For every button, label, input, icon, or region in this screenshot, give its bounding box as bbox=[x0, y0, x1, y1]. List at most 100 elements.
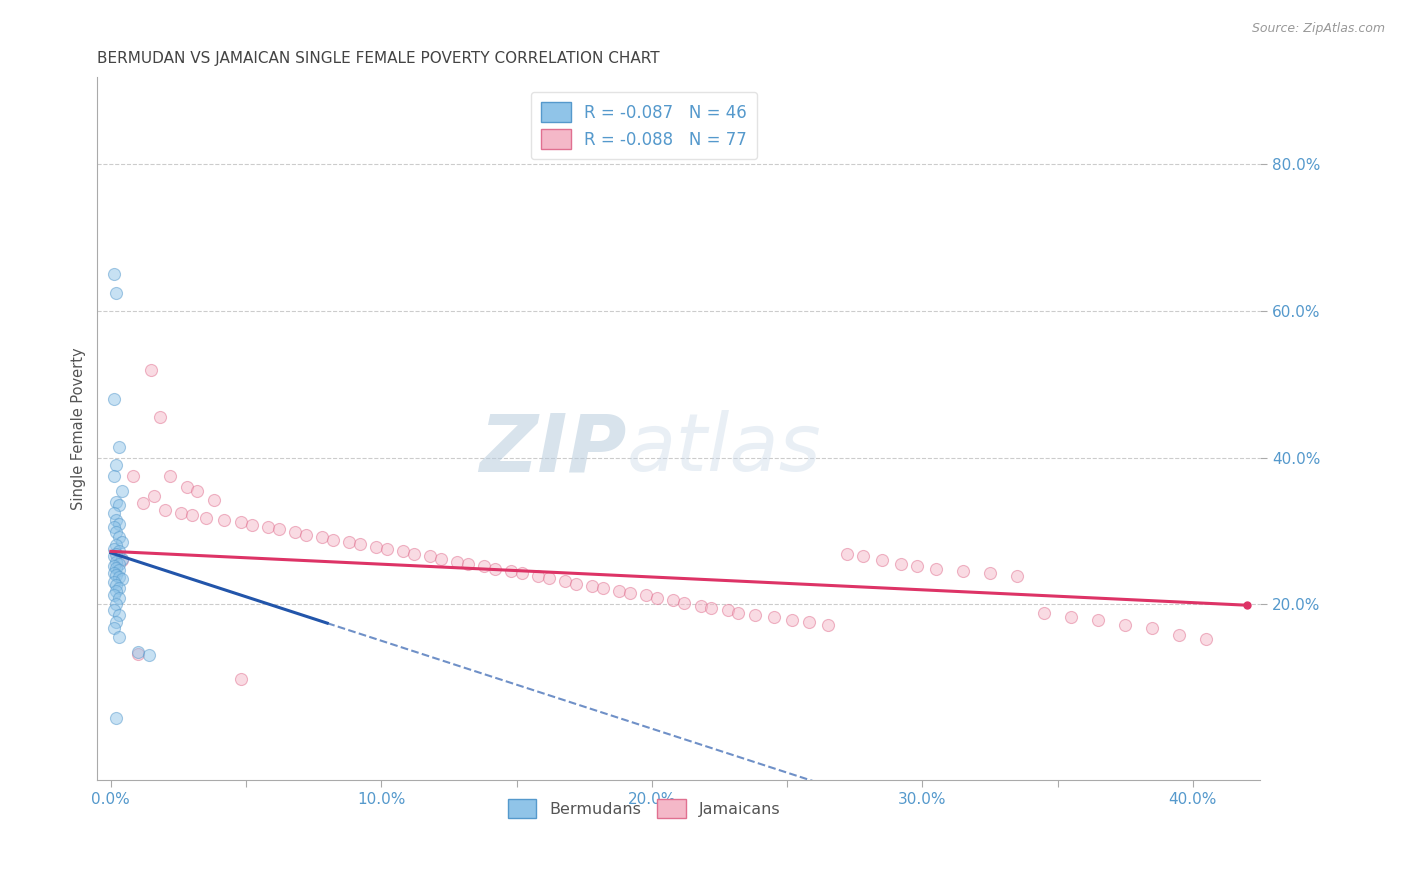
Point bbox=[538, 572, 561, 586]
Point bbox=[103, 520, 125, 534]
Point bbox=[111, 551, 134, 566]
Point bbox=[744, 608, 766, 623]
Point bbox=[349, 537, 371, 551]
Point bbox=[375, 542, 398, 557]
Point bbox=[170, 506, 193, 520]
Point bbox=[484, 562, 506, 576]
Point bbox=[1168, 628, 1191, 642]
Point bbox=[1114, 617, 1136, 632]
Point bbox=[214, 513, 236, 527]
Point bbox=[890, 557, 912, 571]
Point bbox=[105, 458, 128, 472]
Point bbox=[108, 581, 131, 595]
Point bbox=[105, 539, 128, 553]
Point bbox=[662, 593, 685, 607]
Point bbox=[565, 576, 588, 591]
Text: Source: ZipAtlas.com: Source: ZipAtlas.com bbox=[1251, 22, 1385, 36]
Point bbox=[457, 557, 479, 571]
Point bbox=[121, 469, 143, 483]
Point bbox=[1033, 606, 1056, 620]
Point bbox=[108, 630, 131, 644]
Point bbox=[181, 508, 204, 522]
Point bbox=[111, 534, 134, 549]
Point bbox=[108, 530, 131, 544]
Point bbox=[782, 613, 804, 627]
Point bbox=[1195, 632, 1218, 647]
Point bbox=[108, 544, 131, 558]
Point bbox=[105, 285, 128, 300]
Point bbox=[105, 583, 128, 598]
Point bbox=[103, 268, 125, 282]
Point bbox=[430, 551, 453, 566]
Point bbox=[501, 564, 523, 578]
Point bbox=[870, 553, 893, 567]
Point bbox=[103, 506, 125, 520]
Point bbox=[111, 553, 134, 567]
Point bbox=[108, 440, 131, 454]
Point bbox=[1087, 613, 1109, 627]
Point bbox=[1060, 610, 1083, 624]
Point bbox=[762, 610, 785, 624]
Point bbox=[905, 559, 928, 574]
Point bbox=[108, 516, 131, 531]
Point bbox=[581, 579, 603, 593]
Point bbox=[103, 559, 125, 574]
Point bbox=[105, 555, 128, 569]
Point bbox=[267, 522, 290, 536]
Point bbox=[105, 597, 128, 611]
Point bbox=[108, 608, 131, 623]
Point bbox=[186, 483, 208, 498]
Point bbox=[527, 569, 550, 583]
Point bbox=[337, 534, 360, 549]
Point bbox=[143, 489, 166, 503]
Point bbox=[103, 621, 125, 635]
Point bbox=[108, 570, 131, 584]
Point bbox=[111, 483, 134, 498]
Point bbox=[817, 617, 839, 632]
Point bbox=[108, 557, 131, 571]
Point bbox=[202, 493, 225, 508]
Point bbox=[609, 583, 631, 598]
Point bbox=[194, 510, 217, 524]
Point bbox=[127, 647, 149, 661]
Point bbox=[716, 603, 738, 617]
Point bbox=[176, 480, 198, 494]
Point bbox=[148, 410, 170, 425]
Point bbox=[925, 562, 948, 576]
Point bbox=[105, 525, 128, 540]
Point bbox=[510, 566, 533, 581]
Point bbox=[402, 547, 425, 561]
Point bbox=[105, 513, 128, 527]
Point bbox=[229, 672, 252, 686]
Y-axis label: Single Female Poverty: Single Female Poverty bbox=[72, 347, 86, 509]
Point bbox=[952, 564, 974, 578]
Point bbox=[645, 591, 668, 606]
Point bbox=[141, 362, 163, 376]
Point bbox=[108, 563, 131, 577]
Point bbox=[240, 518, 263, 533]
Point bbox=[472, 559, 495, 574]
Point bbox=[132, 496, 155, 510]
Point bbox=[105, 567, 128, 582]
Point bbox=[111, 572, 134, 586]
Point bbox=[1005, 569, 1028, 583]
Point bbox=[153, 503, 176, 517]
Point bbox=[105, 615, 128, 630]
Point bbox=[256, 520, 278, 534]
Point bbox=[835, 547, 858, 561]
Point bbox=[419, 549, 441, 564]
Point bbox=[103, 575, 125, 590]
Point bbox=[105, 547, 128, 561]
Point bbox=[108, 498, 131, 512]
Point bbox=[727, 606, 749, 620]
Point bbox=[103, 392, 125, 406]
Point bbox=[103, 469, 125, 483]
Point bbox=[105, 578, 128, 592]
Text: ZIP: ZIP bbox=[479, 410, 627, 488]
Point bbox=[797, 615, 820, 630]
Point bbox=[673, 596, 696, 610]
Point bbox=[294, 527, 316, 541]
Point bbox=[619, 586, 641, 600]
Point bbox=[311, 530, 333, 544]
Text: atlas: atlas bbox=[627, 410, 821, 488]
